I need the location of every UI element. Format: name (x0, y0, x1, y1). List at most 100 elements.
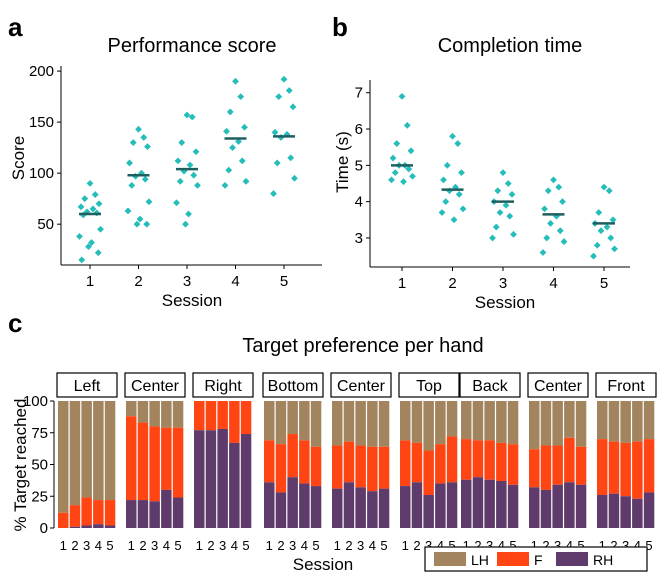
data-point (141, 175, 149, 183)
data-point (605, 187, 613, 195)
bar-segment-f (367, 446, 378, 492)
bar-segment-lh (137, 401, 149, 423)
data-point (221, 182, 229, 189)
x-tick-label: 5 (312, 538, 319, 553)
bar-segment-f (643, 439, 655, 493)
data-point (176, 177, 184, 185)
data-point (138, 169, 145, 177)
bar-segment-rh (240, 434, 252, 528)
data-point (81, 195, 89, 203)
data-point (553, 212, 560, 220)
bar-segment-f (332, 445, 343, 489)
y-axis-label: % Target reached (11, 399, 30, 532)
bar-segment-rh (529, 487, 540, 528)
legend-label: LH (471, 552, 489, 568)
bar-segment-lh (81, 401, 92, 498)
data-point (455, 190, 463, 198)
data-point (440, 176, 447, 184)
bar-segment-lh (264, 401, 275, 441)
bar-segment-f (343, 441, 355, 483)
y-tick-label: 200 (29, 63, 54, 80)
x-tick-label: 4 (549, 275, 557, 292)
data-point (183, 111, 191, 119)
panel-letter-c: c (8, 308, 22, 338)
facet-label: Top (416, 378, 442, 395)
data-point (283, 130, 291, 138)
data-point (88, 239, 95, 246)
chart-title: Target preference per hand (242, 335, 483, 357)
bar-segment-rh (126, 500, 137, 528)
x-tick-label: 2 (474, 538, 481, 553)
data-point (442, 198, 450, 206)
x-tick-label: 3 (151, 538, 158, 553)
target-preference-chart: Target preference per hand % Target reac… (11, 335, 657, 574)
bar-segment-lh (172, 401, 184, 428)
data-point (506, 212, 514, 220)
data-point (559, 198, 566, 206)
bar-segment-rh (378, 488, 390, 528)
x-tick-label: 3 (357, 538, 364, 553)
bar-segment-f (552, 445, 563, 485)
bar-segment-lh (620, 401, 631, 443)
data-point (450, 216, 458, 224)
bar-segment-rh (540, 489, 552, 528)
x-tick-label: 1 (402, 538, 409, 553)
legend-swatch-rh (556, 552, 588, 566)
bar-segment-rh (435, 483, 446, 528)
completion-time-chart: Completion time Time (s) Session 3 4 5 6 7 1 2… (333, 35, 630, 312)
bar-segment-lh (411, 401, 423, 443)
data-point (86, 179, 94, 187)
y-tick-label: 25 (31, 488, 48, 505)
x-tick-label: 5 (509, 538, 516, 553)
data-point (611, 245, 618, 253)
data-point (398, 92, 406, 100)
legend: LH F RH (424, 546, 648, 572)
data-point (232, 77, 239, 85)
data-point (225, 166, 233, 174)
bar-segment-lh (446, 401, 458, 437)
data-point (242, 177, 250, 185)
x-tick-label: 1 (128, 538, 135, 553)
x-tick-label: 3 (425, 538, 432, 553)
data-point (590, 252, 597, 260)
bar-segment-f (378, 446, 390, 489)
legend-swatch-f (497, 552, 529, 566)
data-point (235, 138, 242, 145)
data-point (144, 143, 151, 151)
bar-segment-lh (355, 401, 366, 446)
bar-segment-f (58, 512, 69, 528)
x-tick-label: 5 (106, 538, 113, 553)
panel-letter-a: a (8, 12, 23, 42)
x-tick-label: 4 (163, 538, 170, 553)
bar-segment-lh (310, 401, 322, 447)
bar-segment-rh (81, 525, 92, 528)
data-point (76, 233, 83, 240)
bar-segment-lh (423, 401, 434, 451)
bar-segment-rh (507, 484, 519, 528)
chart-title: Completion time (438, 35, 583, 57)
bar-segment-f (287, 434, 298, 478)
data-point (543, 234, 551, 242)
y-tick-label: 50 (37, 216, 54, 233)
facet-label-box (330, 372, 392, 398)
data-point (603, 223, 611, 231)
data-point (593, 241, 601, 249)
bar-segment-rh (461, 479, 472, 528)
x-tick-label: 5 (577, 538, 584, 553)
bar-segment-f (240, 401, 252, 435)
bar-segment-f (93, 500, 104, 525)
bar-segment-rh (332, 488, 343, 528)
data-point (173, 199, 180, 207)
bar-segment-f (484, 440, 495, 480)
x-tick-label: 2 (71, 538, 78, 553)
bar-segment-f (299, 440, 310, 484)
legend-label: F (534, 552, 543, 568)
data-point (190, 171, 198, 179)
data-point (494, 187, 502, 195)
data-point (388, 176, 395, 184)
data-point (174, 157, 182, 165)
performance-score-chart: Performance score Score Session 50 100 150… (9, 35, 322, 310)
x-tick-label: 4 (498, 538, 505, 553)
data-point (458, 169, 465, 176)
bar-segment-lh (161, 401, 172, 428)
